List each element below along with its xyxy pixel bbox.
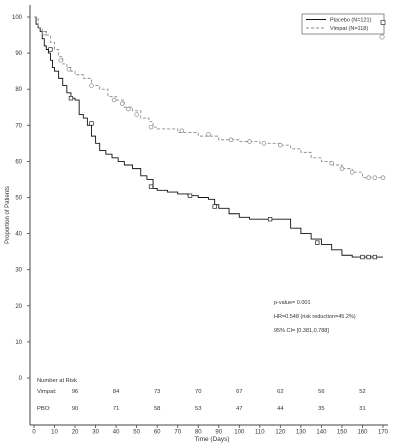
- risk-value-vimpat: 73: [154, 389, 160, 395]
- vimpat-censor-marker: [380, 175, 386, 180]
- y-tick-label: 100: [12, 15, 23, 21]
- x-axis-title: Time (Days): [194, 436, 229, 443]
- x-tick-label: 170: [378, 430, 389, 436]
- placebo-censor-marker: [267, 217, 273, 222]
- vimpat-censor-marker: [179, 128, 185, 133]
- placebo-censor-marker: [187, 193, 193, 198]
- vimpat-censor-marker: [339, 166, 345, 171]
- x-tick-label: 150: [337, 430, 348, 436]
- y-tick-label: 40: [15, 232, 22, 238]
- y-tick-label: 10: [15, 340, 22, 346]
- vimpat-censor-marker: [372, 175, 378, 180]
- x-tick-label: 140: [316, 430, 327, 436]
- stats-annotation: p-value= 0.001 HR=0.548 (risk reduction=…: [274, 300, 356, 334]
- vimpat-censor-marker: [366, 175, 371, 180]
- x-axis-ticks: 0 10 20 30 40 50 60 70 80 90 100 110 120 130 140 150 160…: [32, 425, 389, 436]
- x-tick-label: 50: [133, 430, 140, 436]
- y-tick-label: 20: [15, 304, 22, 310]
- vimpat-curve: [34, 16, 383, 179]
- vimpat-censor-marker: [228, 137, 234, 142]
- placebo-censor-marker: [366, 254, 371, 260]
- y-tick-label: 50: [15, 196, 22, 202]
- vimpat-censor-marker: [66, 67, 72, 72]
- vimpat-censor-marker: [111, 97, 117, 103]
- y-tick-label: 30: [15, 268, 22, 274]
- y-tick-label: 90: [15, 51, 22, 57]
- x-tick-label: 80: [195, 430, 202, 436]
- risk-value-vimpat: 67: [236, 389, 242, 395]
- placebo-censor-marker: [212, 204, 217, 209]
- x-tick-label: 10: [51, 430, 58, 436]
- x-tick-label: 160: [357, 430, 368, 436]
- y-tick-label: 70: [15, 123, 22, 129]
- risk-row-label-pbo: PBO:: [37, 406, 51, 412]
- vimpat-censor-marker: [148, 124, 154, 130]
- x-tick-label: 40: [113, 430, 120, 436]
- risk-value-vimpat: 70: [195, 389, 201, 395]
- x-tick-label: 20: [72, 430, 79, 436]
- legend-censor-marker: [380, 20, 386, 25]
- vimpat-censor-marker: [126, 106, 131, 112]
- x-tick-label: 60: [154, 430, 161, 436]
- x-tick-label: 30: [92, 430, 99, 436]
- vimpat-censor-marker: [42, 30, 47, 36]
- risk-value-vimpat: 52: [359, 389, 365, 395]
- x-tick-label: 0: [32, 430, 36, 436]
- legend-label-vimpat: Vimpat (N=118): [330, 26, 368, 32]
- risk-value-vimpat: 96: [72, 389, 78, 395]
- x-tick-label: 120: [275, 430, 286, 436]
- risk-row-label-vimpat: Vimpat:: [37, 389, 57, 395]
- placebo-censor-marker: [89, 121, 94, 126]
- placebo-censor-marker: [68, 96, 74, 101]
- risk-table-title: Number at Risk: [37, 378, 77, 384]
- legend-label-placebo: Placebo (N=121): [330, 18, 372, 24]
- vimpat-censor-marker: [58, 58, 63, 63]
- risk-value-vimpat: 62: [277, 389, 283, 395]
- survival-curves: [34, 16, 386, 260]
- placebo-censor-marker: [360, 254, 365, 260]
- x-tick-label: 70: [174, 430, 181, 436]
- y-tick-label: 60: [15, 159, 22, 165]
- risk-value-pbo: 47: [236, 406, 242, 412]
- risk-table: Number at Risk Vimpat: PBO: 96 84 73 70 67 62…: [37, 378, 366, 412]
- vimpat-censor-marker: [349, 169, 355, 175]
- p-value-text: p-value= 0.001: [274, 300, 311, 306]
- y-axis-ticks: 0 10 20 30 40 50 60 70 80 90 100: [12, 15, 30, 382]
- risk-value-vimpat: 84: [113, 389, 120, 395]
- vimpat-censor-marker: [89, 83, 94, 88]
- risk-value-pbo: 44: [277, 406, 284, 412]
- risk-value-pbo: 35: [318, 406, 324, 412]
- placebo-curve: [34, 16, 383, 258]
- y-axis-title: Proportion of Patients: [5, 186, 11, 244]
- risk-value-pbo: 90: [72, 406, 78, 412]
- vimpat-censor-marker: [261, 141, 267, 146]
- x-tick-label: 110: [255, 430, 265, 436]
- vimpat-censor-marker: [134, 112, 139, 117]
- risk-value-pbo: 53: [195, 406, 201, 412]
- y-tick-label: 80: [15, 87, 22, 93]
- hazard-ratio-text: HR=0.548 (risk reduction=45.2%): [274, 314, 356, 320]
- confidence-interval-text: 95% CI= [0.381,0.788]: [274, 328, 329, 334]
- risk-value-vimpat: 56: [318, 389, 324, 395]
- vimpat-censor-marker: [329, 160, 334, 166]
- risk-value-pbo: 71: [113, 406, 119, 412]
- placebo-censor-marker: [372, 254, 377, 260]
- risk-value-pbo: 31: [359, 406, 365, 412]
- x-tick-label: 130: [296, 430, 307, 436]
- vimpat-censor-marker: [120, 101, 125, 106]
- risk-table-values: 96 84 73 70 67 62 56 52 90 71 58 53 47 44 35 31: [72, 389, 366, 412]
- placebo-censor-marker: [148, 184, 154, 189]
- vimpat-censor-marker: [278, 142, 283, 148]
- edge-censor-marker: [379, 34, 385, 40]
- y-tick-label: 0: [19, 376, 23, 382]
- placebo-censor-marker: [48, 47, 53, 52]
- legend: Placebo (N=121) Vimpat (N=118): [301, 13, 386, 35]
- risk-value-pbo: 58: [154, 406, 160, 412]
- vimpat-censor-marker: [206, 132, 211, 137]
- x-tick-label: 90: [215, 430, 222, 436]
- x-tick-label: 100: [234, 430, 245, 436]
- vimpat-censor-marker: [247, 139, 252, 144]
- placebo-censor-marker: [315, 240, 320, 245]
